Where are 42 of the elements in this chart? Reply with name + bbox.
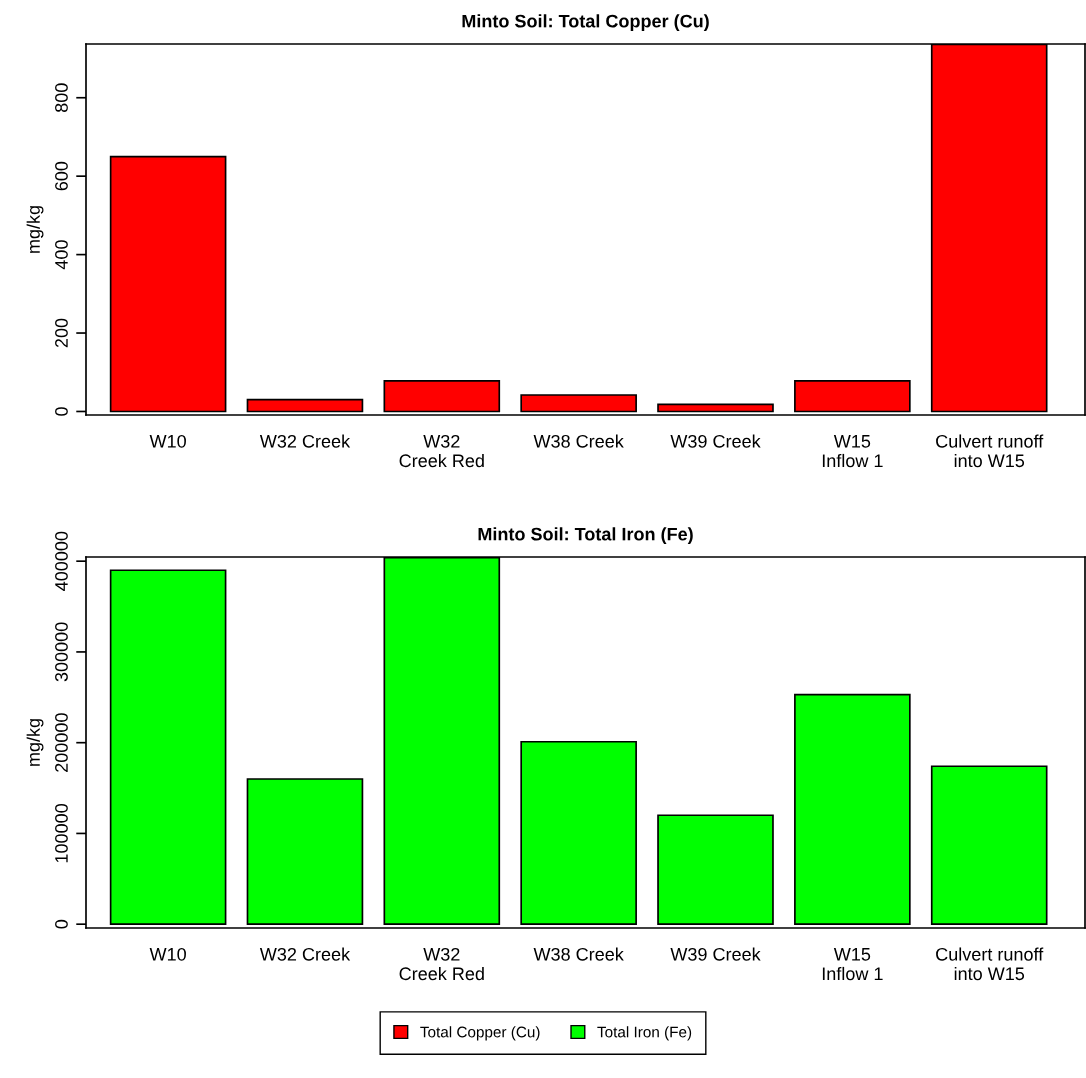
x-tick-label: W32 Creek <box>259 947 351 961</box>
bar <box>520 394 637 413</box>
bar <box>794 380 911 413</box>
bar <box>109 155 227 413</box>
bar <box>794 693 911 926</box>
x-tick-label: W15 Inflow 1 <box>822 948 883 981</box>
x-tick-label: W32 Creek Red <box>399 434 484 468</box>
y-tick-label: 300000 <box>55 622 68 682</box>
y-tick-label: 200000 <box>55 713 68 772</box>
chart-title: Minto Soil: Total Copper (Cu) <box>462 14 709 32</box>
y-tick-label: 0 <box>55 407 68 416</box>
y-tick-label: 600 <box>55 161 68 191</box>
x-tick-label: W39 Creek <box>670 947 761 961</box>
bar <box>657 403 774 413</box>
bar <box>383 380 501 413</box>
x-tick-label: W15 Inflow 1 <box>822 435 883 468</box>
y-tick-label: 200 <box>55 318 68 348</box>
bar <box>930 765 1048 926</box>
y-tick-label: 800 <box>55 83 68 112</box>
bar <box>520 740 637 926</box>
x-tick-label: W32 Creek Red <box>399 947 484 981</box>
legend-label: Total Iron (Fe) <box>597 1026 692 1041</box>
x-tick-label: W10 <box>149 947 186 961</box>
y-tick-label: 400 <box>55 240 68 270</box>
y-tick-label: 0 <box>55 919 68 929</box>
y-tick-label: 100000 <box>55 804 68 863</box>
bar <box>657 814 774 926</box>
x-tick-label: Culvert runoff into W15 <box>936 947 1044 981</box>
bar <box>246 398 364 413</box>
x-tick-label: W10 <box>149 434 186 448</box>
x-tick-label: W38 Creek <box>533 434 624 448</box>
bar <box>246 778 364 926</box>
y-tick-label: 400000 <box>55 531 68 591</box>
y-axis-title: mg/kg <box>26 719 44 766</box>
x-tick-label: W38 Creek <box>533 947 624 961</box>
legend-label: Total Copper (Cu) <box>420 1026 540 1041</box>
chart-title: Minto Soil: Total Iron (Fe) <box>478 527 693 545</box>
y-axis-title: mg/kg <box>26 206 44 253</box>
bar <box>109 569 227 926</box>
x-tick-label: Culvert runoff into W15 <box>936 434 1044 468</box>
x-tick-label: W32 Creek <box>259 434 351 448</box>
x-tick-label: W39 Creek <box>670 434 761 448</box>
